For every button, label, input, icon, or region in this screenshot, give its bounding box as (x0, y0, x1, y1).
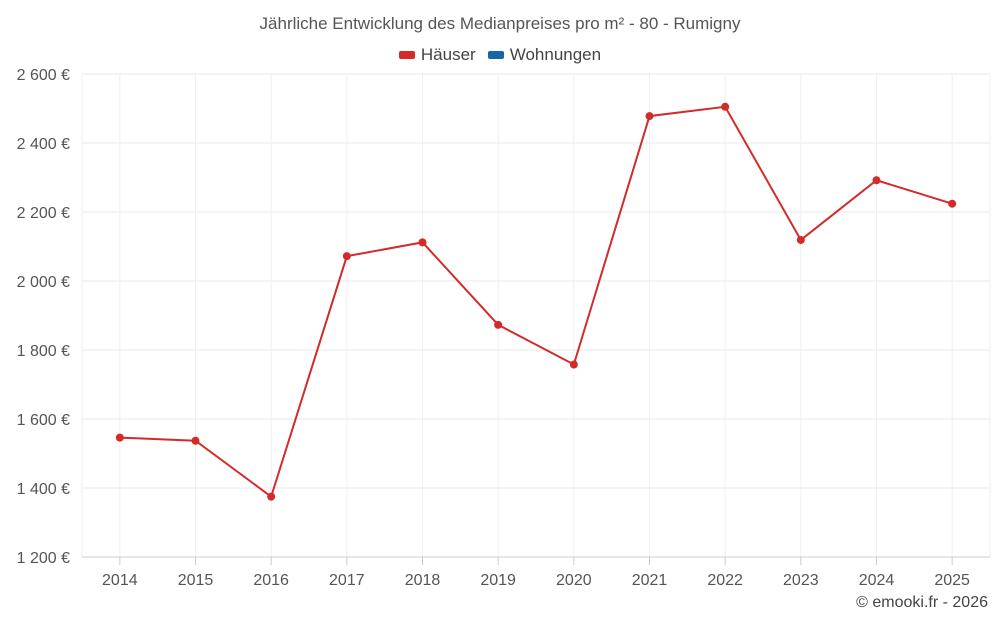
data-point[interactable] (796, 235, 805, 244)
y-tick-label: 1 200 € (17, 550, 70, 567)
x-tick-label: 2025 (934, 572, 970, 589)
legend-item-haeuser[interactable]: Häuser (398, 45, 476, 65)
y-tick-label: 2 600 € (17, 67, 70, 84)
data-point[interactable] (418, 238, 427, 247)
data-point[interactable] (494, 320, 503, 329)
x-tick-label: 2019 (480, 572, 516, 589)
data-point[interactable] (645, 112, 654, 121)
data-point[interactable] (872, 176, 881, 185)
x-tick-label: 2023 (783, 572, 819, 589)
legend-label-wohnungen: Wohnungen (509, 45, 602, 64)
data-point[interactable] (569, 360, 578, 369)
legend-label-haeuser: Häuser (420, 45, 476, 64)
legend-swatch-haeuser (398, 51, 415, 59)
legend-swatch-wohnungen (487, 51, 504, 59)
chart-title: Jährliche Entwicklung des Medianpreises … (259, 14, 741, 33)
x-tick-label: 2020 (556, 572, 592, 589)
y-tick-label: 1 800 € (17, 343, 70, 360)
y-tick-label: 2 000 € (17, 274, 70, 291)
y-tick-label: 2 400 € (17, 136, 70, 153)
data-point[interactable] (191, 436, 200, 445)
y-tick-label: 1 400 € (17, 481, 70, 498)
y-tick-label: 1 600 € (17, 412, 70, 429)
x-tick-label: 2016 (253, 572, 289, 589)
series-line-0 (119, 105, 953, 499)
credit-text: © emooki.fr - 2026 (856, 594, 988, 611)
x-tick-label: 2018 (405, 572, 441, 589)
x-tick-label: 2017 (329, 572, 365, 589)
y-tick-label: 2 200 € (17, 205, 70, 222)
x-tick-label: 2015 (178, 572, 214, 589)
data-point[interactable] (721, 102, 730, 111)
data-point[interactable] (115, 433, 124, 442)
data-point[interactable] (267, 492, 276, 501)
x-tick-label: 2021 (632, 572, 668, 589)
legend: Häuser Wohnungen (0, 45, 1000, 65)
legend-item-wohnungen[interactable]: Wohnungen (487, 45, 602, 65)
x-tick-label: 2024 (859, 572, 895, 589)
x-tick-label: 2022 (707, 572, 743, 589)
data-point[interactable] (948, 199, 957, 208)
data-point[interactable] (342, 252, 351, 261)
x-tick-label: 2014 (102, 572, 138, 589)
